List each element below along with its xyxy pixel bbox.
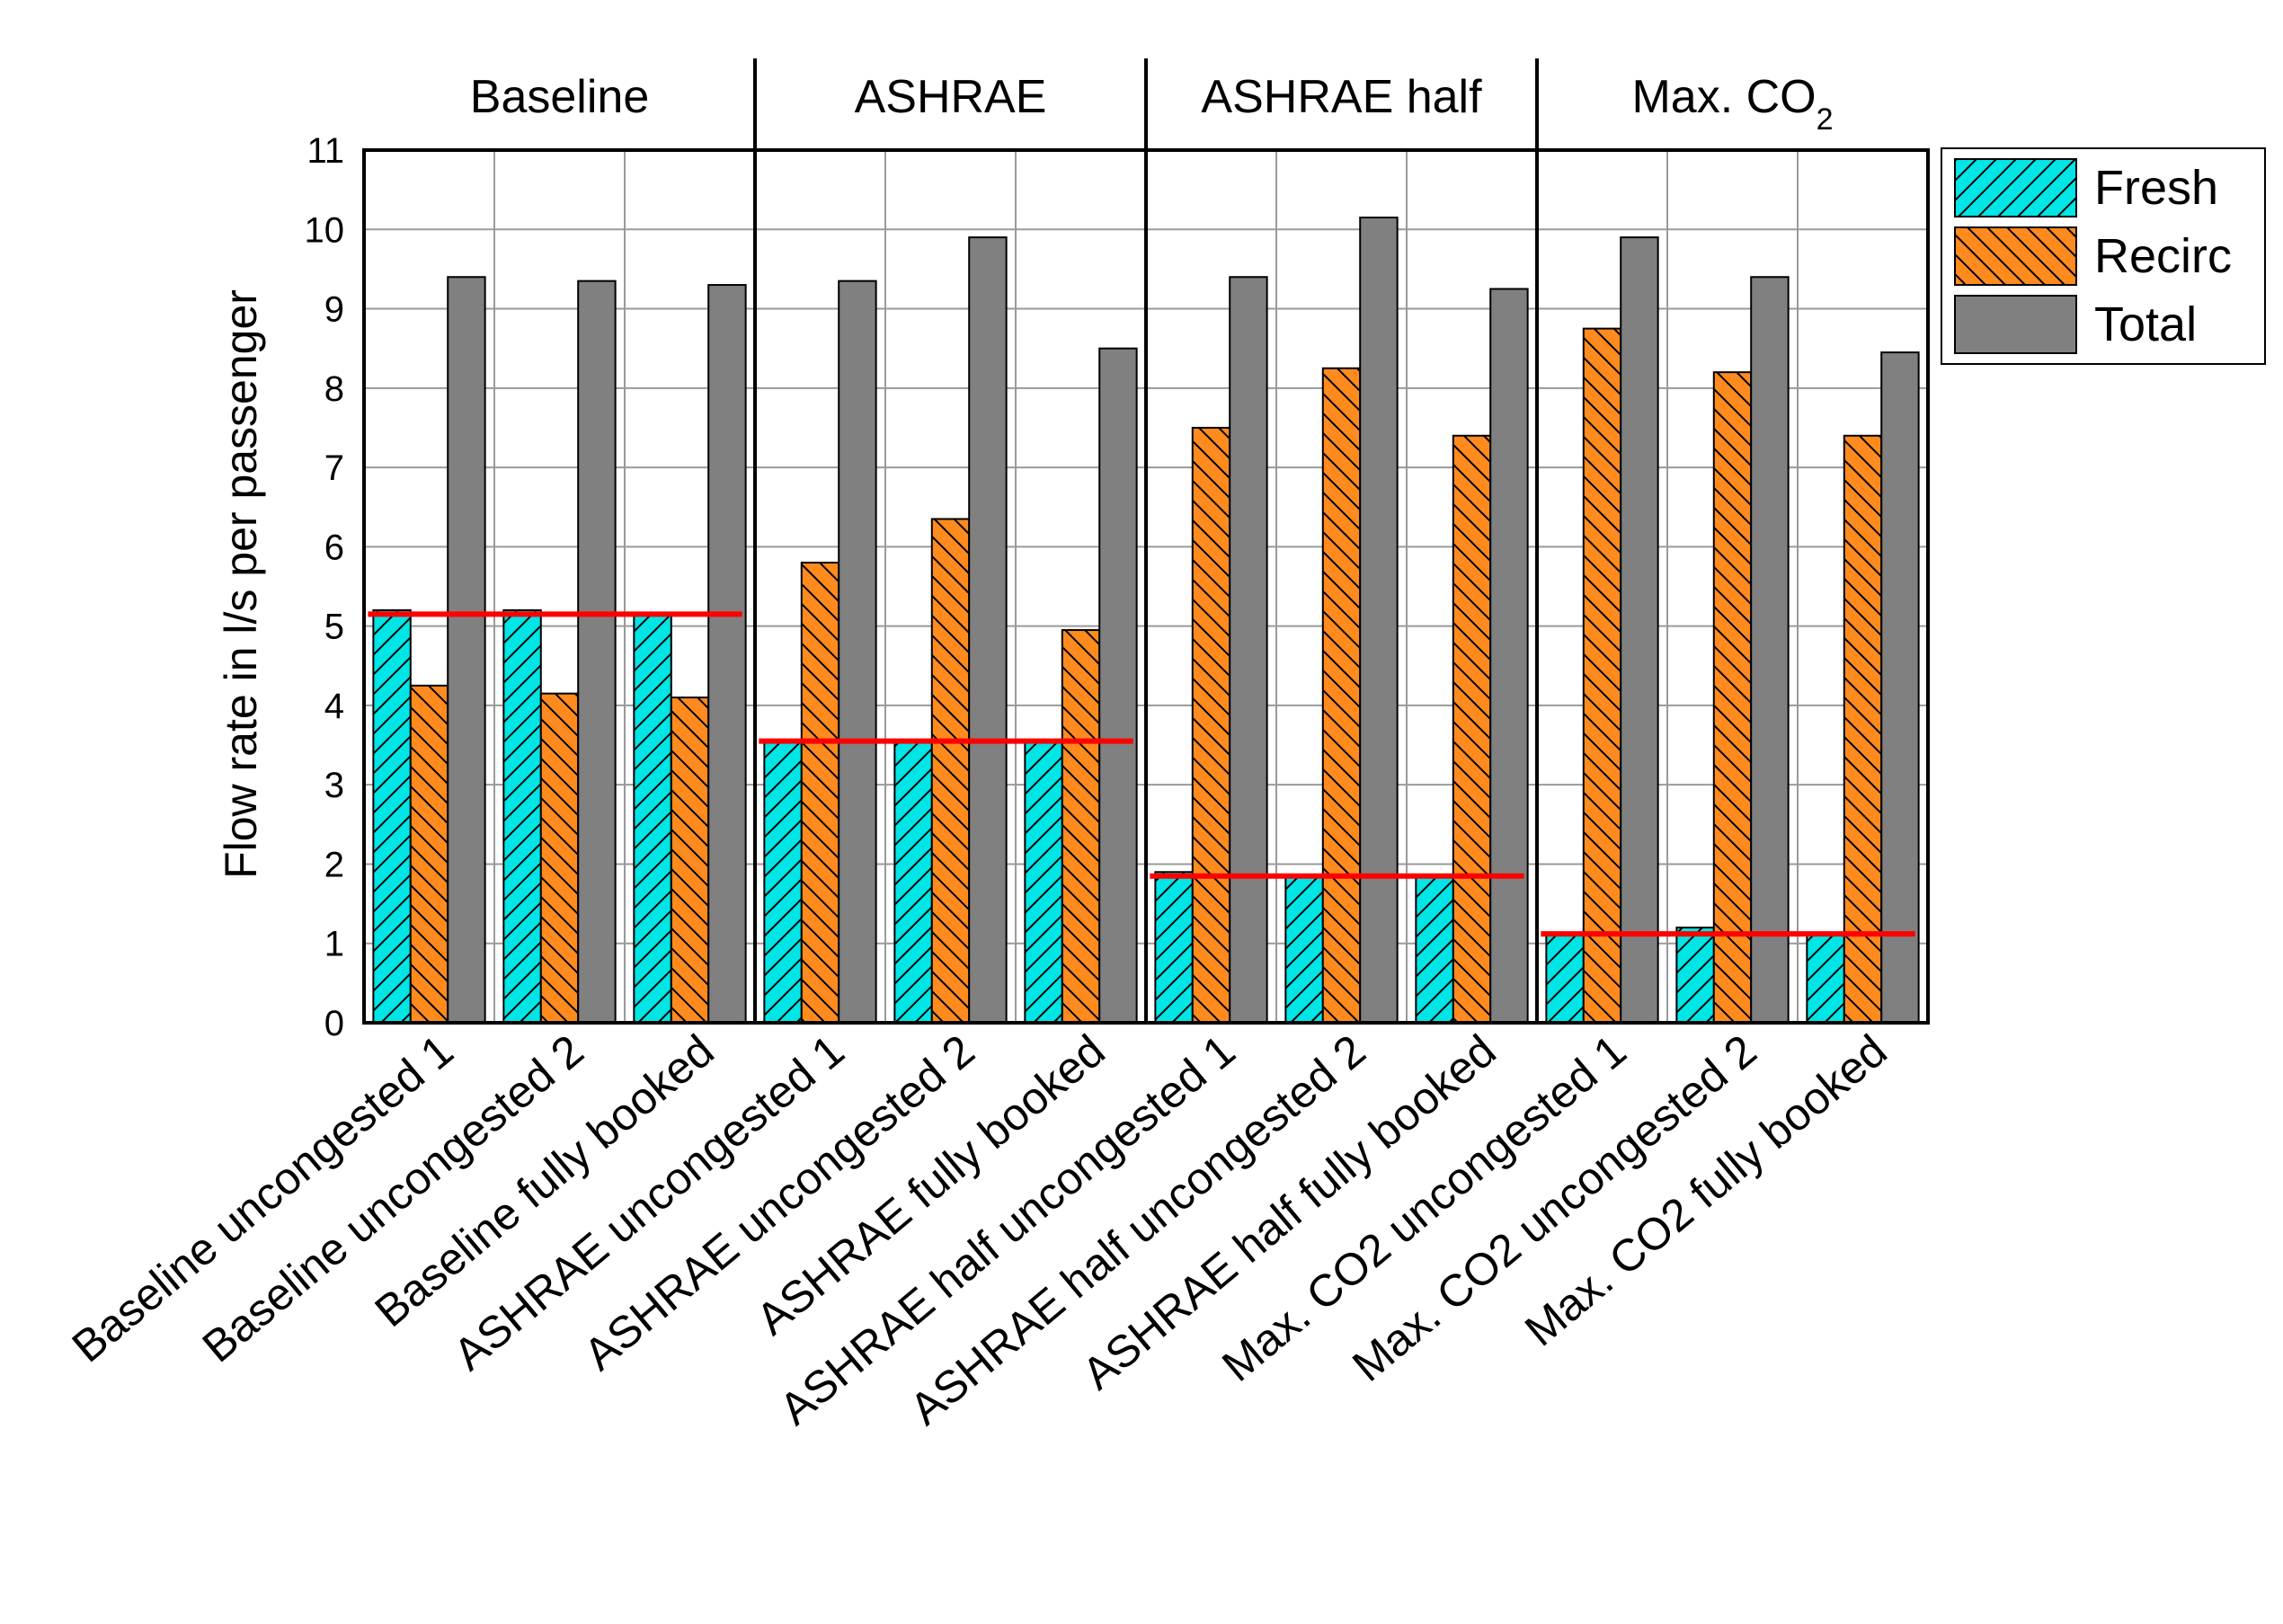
y-tick-label: 3 xyxy=(324,766,344,805)
y-tick-label: 2 xyxy=(324,845,344,884)
bar-hatch-recirc xyxy=(410,685,449,1023)
bars xyxy=(372,217,1920,1025)
bar-total xyxy=(707,284,747,1024)
y-tick-label: 10 xyxy=(305,210,345,250)
bar-total xyxy=(1098,347,1138,1024)
bar-hatch-fresh xyxy=(373,609,411,1023)
bar-hatch-fresh xyxy=(1285,875,1323,1023)
y-tick-label: 7 xyxy=(324,448,344,488)
bar-hatch-recirc xyxy=(1192,427,1230,1023)
bar-hatch-recirc xyxy=(931,519,970,1023)
bar-hatch-fresh xyxy=(1155,872,1193,1023)
y-tick-label: 11 xyxy=(306,131,344,171)
bar-hatch-fresh xyxy=(764,741,802,1023)
legend-label-recirc: Recirc xyxy=(2094,229,2232,283)
group-labels: Baseline ASHRAE ASHRAE half Max. CO2 xyxy=(470,71,1834,137)
bar-total xyxy=(1750,276,1790,1024)
legend: Fresh Recirc Total xyxy=(1941,147,2266,365)
legend-swatch-total xyxy=(1954,295,2077,354)
y-tick-label: 4 xyxy=(324,687,344,726)
legend-label-fresh: Fresh xyxy=(2094,161,2218,215)
bar-total xyxy=(1620,236,1659,1025)
bar-hatch-recirc xyxy=(1062,630,1100,1023)
y-tick-label: 8 xyxy=(324,369,344,409)
bar-total xyxy=(577,280,617,1024)
group-label: Baseline xyxy=(470,71,649,123)
y-axis-title: Flow rate in l/s per passenger xyxy=(216,289,266,879)
y-tick-label: 0 xyxy=(324,1004,344,1043)
legend-swatch-hatch-fresh xyxy=(1955,159,2076,217)
bar-hatch-fresh xyxy=(1807,935,1844,1023)
bar-hatch-recirc xyxy=(1843,435,1882,1023)
bar-hatch-recirc xyxy=(1583,328,1621,1023)
y-tick-labels: 0 1 2 3 4 5 6 7 8 9 10 11 xyxy=(305,131,345,1043)
bar-total xyxy=(1489,288,1529,1024)
bar-hatch-recirc xyxy=(671,697,709,1023)
bar-total xyxy=(1880,351,1920,1024)
bar-hatch-recirc xyxy=(1322,368,1361,1023)
bar-hatch-fresh xyxy=(894,741,932,1023)
y-tick-label: 9 xyxy=(324,290,344,330)
bar-total xyxy=(1229,276,1268,1024)
bar-total xyxy=(447,276,486,1024)
legend-swatch-hatch-recirc xyxy=(1955,227,2076,285)
bar-hatch-recirc xyxy=(1713,372,1752,1023)
y-tick-label: 5 xyxy=(324,608,344,647)
bar-hatch-fresh xyxy=(1416,875,1453,1023)
bar-hatch-recirc xyxy=(801,563,839,1023)
y-tick-label: 1 xyxy=(324,925,344,964)
bar-hatch-fresh xyxy=(1546,935,1584,1023)
group-label: Max. CO2 xyxy=(1631,71,1833,137)
bar-total xyxy=(838,280,877,1024)
plot-frame xyxy=(362,58,1930,1025)
legend-label-total: Total xyxy=(2094,297,2197,351)
bar-hatch-fresh xyxy=(1025,741,1062,1023)
bar-hatch-fresh xyxy=(634,614,671,1023)
bar-hatch-fresh xyxy=(1676,927,1714,1023)
group-label: ASHRAE xyxy=(855,71,1047,123)
group-label: ASHRAE half xyxy=(1201,71,1482,123)
reference-lines xyxy=(368,611,1915,937)
bar-hatch-recirc xyxy=(540,693,579,1023)
bar-hatch-recirc xyxy=(1452,435,1491,1023)
bar-total xyxy=(1359,217,1399,1025)
bar-total xyxy=(968,236,1008,1025)
y-tick-label: 6 xyxy=(324,528,344,567)
bar-hatch-fresh xyxy=(503,609,541,1023)
